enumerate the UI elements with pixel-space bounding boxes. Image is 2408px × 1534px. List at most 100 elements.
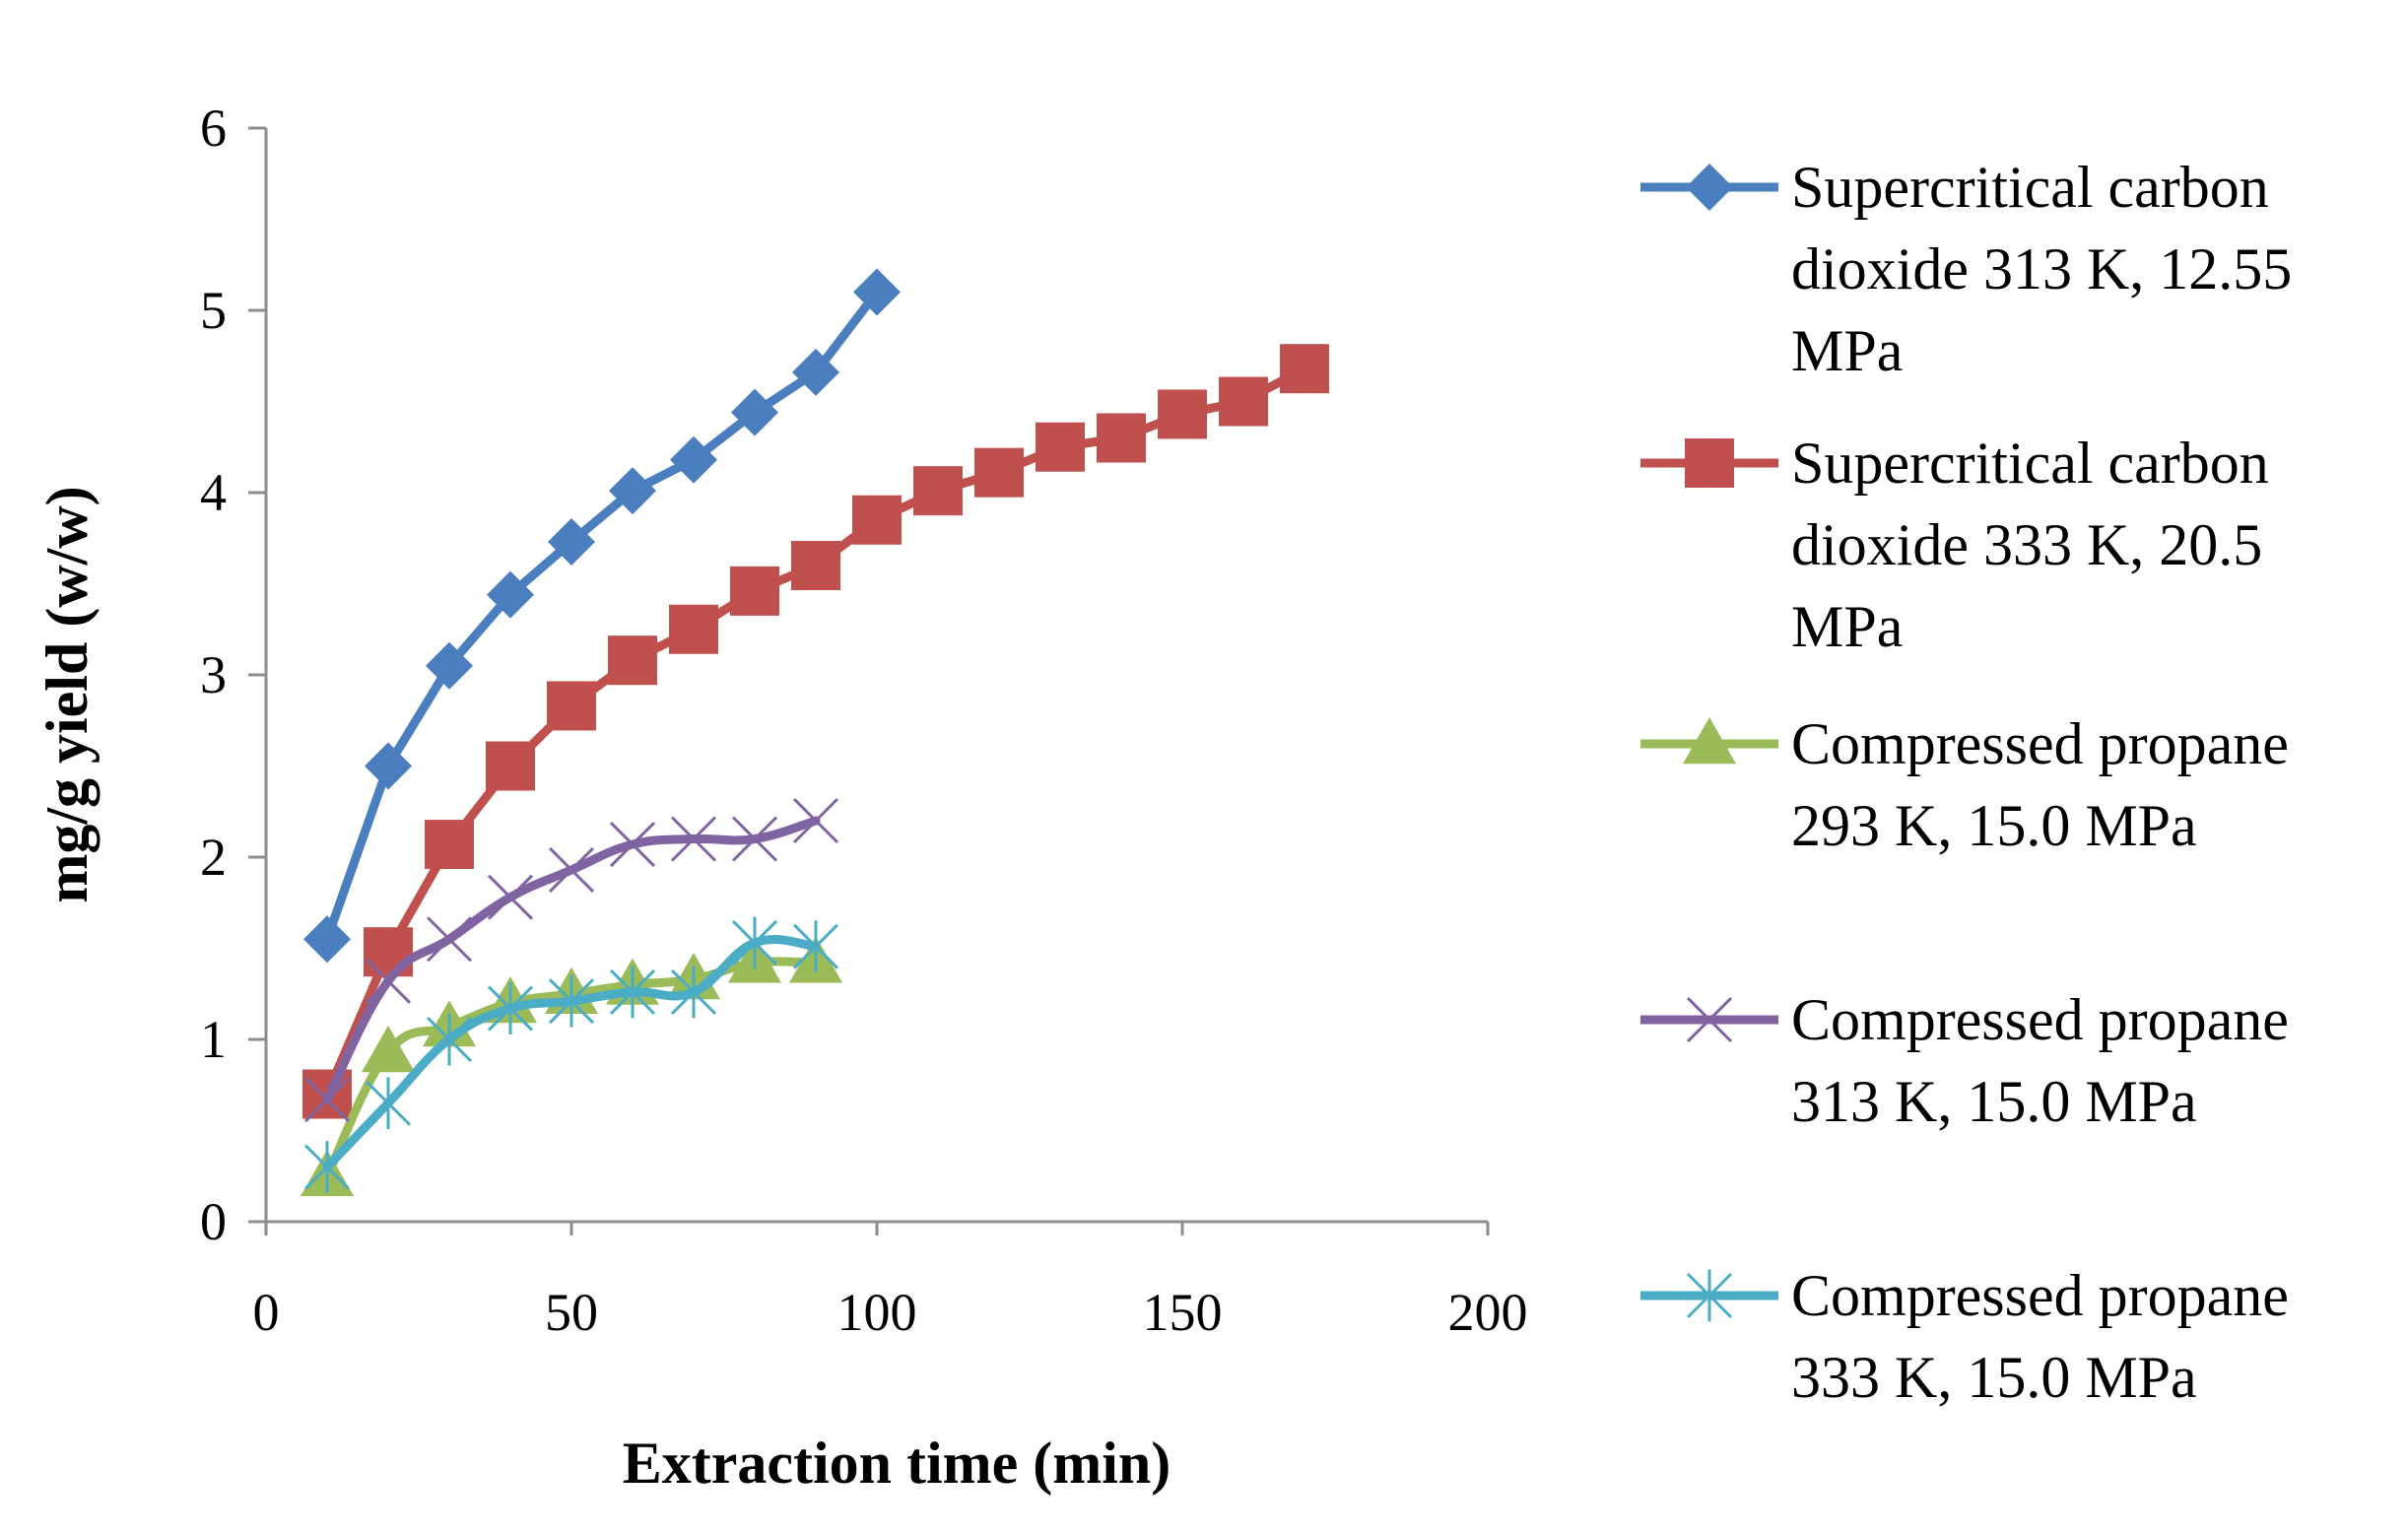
legend-label: 333 K, 15.0 MPa — [1791, 1345, 2197, 1410]
square-marker — [547, 681, 596, 731]
diamond-marker — [426, 641, 473, 690]
legend-label: MPa — [1791, 594, 1903, 659]
legend-entry: Compressed propane 333 K, 15.0 MPa — [1640, 1263, 2289, 1410]
square-marker — [852, 495, 902, 545]
x-marker-stroke — [670, 816, 717, 862]
data-point — [487, 570, 534, 619]
x-tick-label: 200 — [1448, 1283, 1528, 1342]
x-marker-stroke — [609, 821, 656, 868]
y-tick-label: 2 — [200, 828, 227, 887]
x-marker-stroke — [548, 846, 595, 894]
y-tick-label: 1 — [200, 1010, 227, 1069]
data-point — [1686, 996, 1733, 1043]
diamond-marker — [303, 915, 351, 964]
data-point — [608, 635, 657, 686]
data-point — [792, 348, 839, 396]
series-line — [322, 364, 1309, 1099]
legend-entry: Supercritical carbon dioxide 313 K, 12.55… — [1640, 155, 2292, 383]
diamond-marker — [853, 268, 901, 316]
legend-label: Compressed propane — [1791, 711, 2289, 776]
chart-axes: 0 1 2 3 4 5 6 0 50 100 150 200 — [200, 99, 1528, 1342]
data-point — [1219, 376, 1268, 427]
data-point — [365, 742, 412, 790]
x-marker-stroke — [365, 958, 412, 1004]
y-tick-label: 6 — [200, 99, 227, 158]
data-point — [792, 920, 839, 973]
data-point — [1683, 717, 1736, 765]
square-marker — [1685, 438, 1734, 488]
data-point — [670, 966, 717, 1019]
legend-entry: Compressed propane 293 K, 15.0 MPa — [1640, 711, 2289, 858]
series-2 — [302, 344, 1329, 1119]
data-point — [1280, 344, 1329, 394]
square-marker — [425, 820, 474, 870]
data-point — [1686, 164, 1733, 211]
data-point — [670, 816, 717, 862]
x-marker-stroke — [1686, 996, 1733, 1043]
legend-label: 293 K, 15.0 MPa — [1791, 793, 2197, 858]
square-marker — [730, 566, 779, 616]
data-point — [730, 566, 779, 616]
data-point — [425, 820, 474, 870]
data-point — [609, 821, 656, 868]
data-point — [487, 874, 534, 920]
square-marker — [364, 927, 413, 977]
chart-legend: Supercritical carbon dioxide 313 K, 12.55… — [1640, 155, 2292, 1410]
x-tick-label: 150 — [1143, 1283, 1223, 1342]
square-marker — [913, 466, 963, 516]
y-tick-label: 5 — [200, 281, 227, 340]
data-point — [670, 435, 717, 484]
legend-entry: Supercritical carbon dioxide 333 K, 20.5 M… — [1640, 431, 2269, 659]
x-marker-stroke — [426, 916, 473, 963]
legend-label: Compressed propane — [1791, 987, 2289, 1052]
diamond-marker — [609, 467, 656, 515]
square-marker — [486, 741, 535, 791]
data-point — [548, 846, 595, 894]
data-point — [303, 1076, 351, 1123]
legend-label: Compressed propane — [1791, 1263, 2289, 1328]
data-point — [731, 388, 778, 436]
legend-label: dioxide 313 K, 12.55 — [1791, 236, 2292, 301]
y-axis-title: mg/g yield (w/w) — [34, 486, 100, 902]
data-point — [426, 1013, 473, 1066]
data-point — [609, 966, 656, 1019]
y-tick-label: 3 — [200, 645, 227, 704]
diamond-marker — [1686, 164, 1733, 211]
diamond-marker — [487, 570, 534, 619]
data-point — [487, 982, 534, 1034]
square-marker — [669, 604, 718, 654]
legend-label: 313 K, 15.0 MPa — [1791, 1069, 2197, 1134]
series-line — [322, 288, 882, 944]
x-axis-title: Extraction time (min) — [623, 1431, 1171, 1496]
square-marker — [1097, 413, 1146, 463]
x-tick-label: 100 — [837, 1283, 917, 1342]
data-point — [362, 1025, 415, 1073]
square-marker — [1036, 422, 1085, 472]
data-point — [852, 495, 902, 545]
data-point — [548, 517, 595, 566]
legend-label: Supercritical carbon — [1791, 155, 2269, 220]
data-point — [486, 741, 535, 791]
data-point — [548, 974, 595, 1028]
data-point — [365, 958, 412, 1004]
data-point — [365, 1077, 412, 1130]
data-point — [426, 916, 473, 963]
data-point — [731, 816, 778, 862]
data-point — [303, 1141, 351, 1193]
data-point — [303, 915, 351, 964]
diamond-marker — [548, 517, 595, 566]
x-marker-stroke — [731, 816, 778, 862]
data-point — [791, 541, 840, 590]
data-point — [547, 681, 596, 731]
square-marker — [974, 447, 1024, 498]
series-1 — [303, 268, 901, 964]
data-point — [792, 797, 839, 844]
series-5 — [303, 916, 839, 1193]
square-marker — [608, 635, 657, 686]
data-point — [609, 467, 656, 515]
chart-series-layer — [301, 268, 1329, 1196]
x-tick-label: 0 — [253, 1283, 280, 1342]
diamond-marker — [731, 388, 778, 436]
square-marker — [791, 541, 840, 590]
